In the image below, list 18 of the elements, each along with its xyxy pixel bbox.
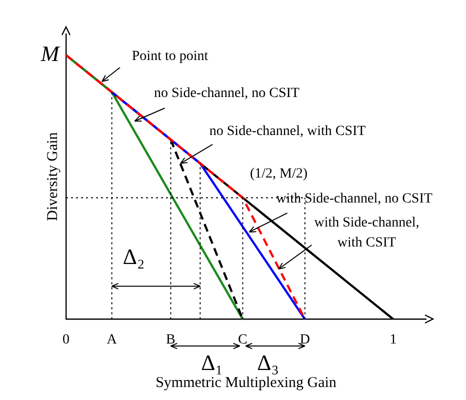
x-axis-title: Symmetric Multiplexing Gain <box>156 374 337 391</box>
y-axis-title: Diversity Gain <box>44 132 61 221</box>
text: Δ₃ <box>257 350 279 375</box>
annotation: with Side-channel, with CSIT <box>314 216 420 251</box>
annotation: Point to point <box>132 49 208 64</box>
text: M <box>40 40 61 66</box>
x-tick-label: D <box>300 332 310 348</box>
annotation: no Side-channel, with CSIT <box>209 124 366 140</box>
text: Δ₁ <box>201 350 223 375</box>
annotation: Δ₂ <box>122 244 145 269</box>
x-tick-label: 0 <box>62 332 70 348</box>
annotation: (1/2, M/2) <box>250 166 308 182</box>
x-tick-label: A <box>106 332 118 348</box>
annotation: no Side-channel, no CSIT <box>154 86 300 101</box>
x-tick-label: B <box>166 332 176 348</box>
annotation: with Side-channel, no CSIT <box>276 192 433 207</box>
x-tick-label: C <box>238 332 248 348</box>
x-tick-label: 1 <box>390 332 397 348</box>
